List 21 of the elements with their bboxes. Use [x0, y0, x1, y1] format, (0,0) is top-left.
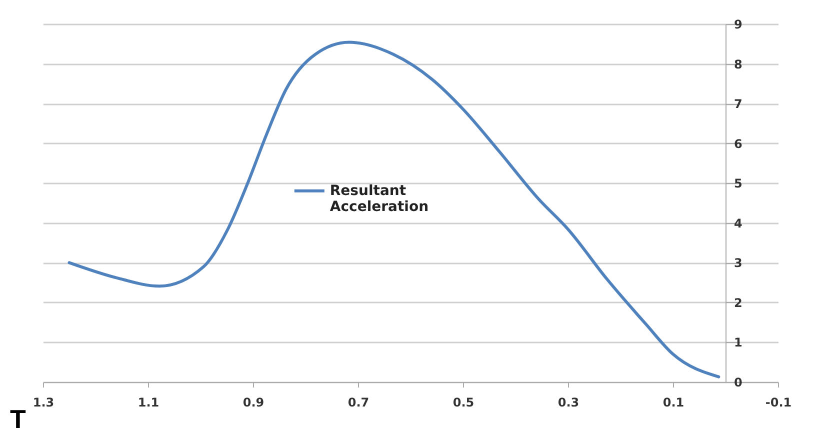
- y-tick-label: 5: [734, 176, 742, 191]
- y-tick-label: 9: [734, 18, 742, 32]
- y-tick-label: 7: [734, 97, 742, 112]
- x-tick-label: 0.7: [348, 396, 370, 410]
- legend-label: Resultant Acceleration: [330, 182, 429, 215]
- y-tick-label: 2: [734, 296, 742, 310]
- line-series: [68, 40, 720, 378]
- text: T: [10, 404, 26, 435]
- y-tick-label: 6: [734, 136, 742, 151]
- x-tick-label: 1.1: [138, 396, 160, 410]
- x-tick-label: 0.1: [662, 396, 684, 410]
- y-tick-label: 1: [734, 336, 742, 350]
- x-tick-label: 0.5: [452, 396, 474, 410]
- x-tick-label: 0.3: [558, 396, 580, 410]
- y-tick-label: 4: [734, 216, 742, 230]
- y-tick-label: 0: [734, 376, 742, 390]
- x-tick-label: 1.3: [32, 396, 54, 410]
- x-tick-label: -0.1: [765, 396, 792, 410]
- y-tick-label: 8: [734, 57, 742, 72]
- x-tick-label: 0.9: [242, 396, 264, 410]
- y-tick-label: 3: [734, 256, 742, 270]
